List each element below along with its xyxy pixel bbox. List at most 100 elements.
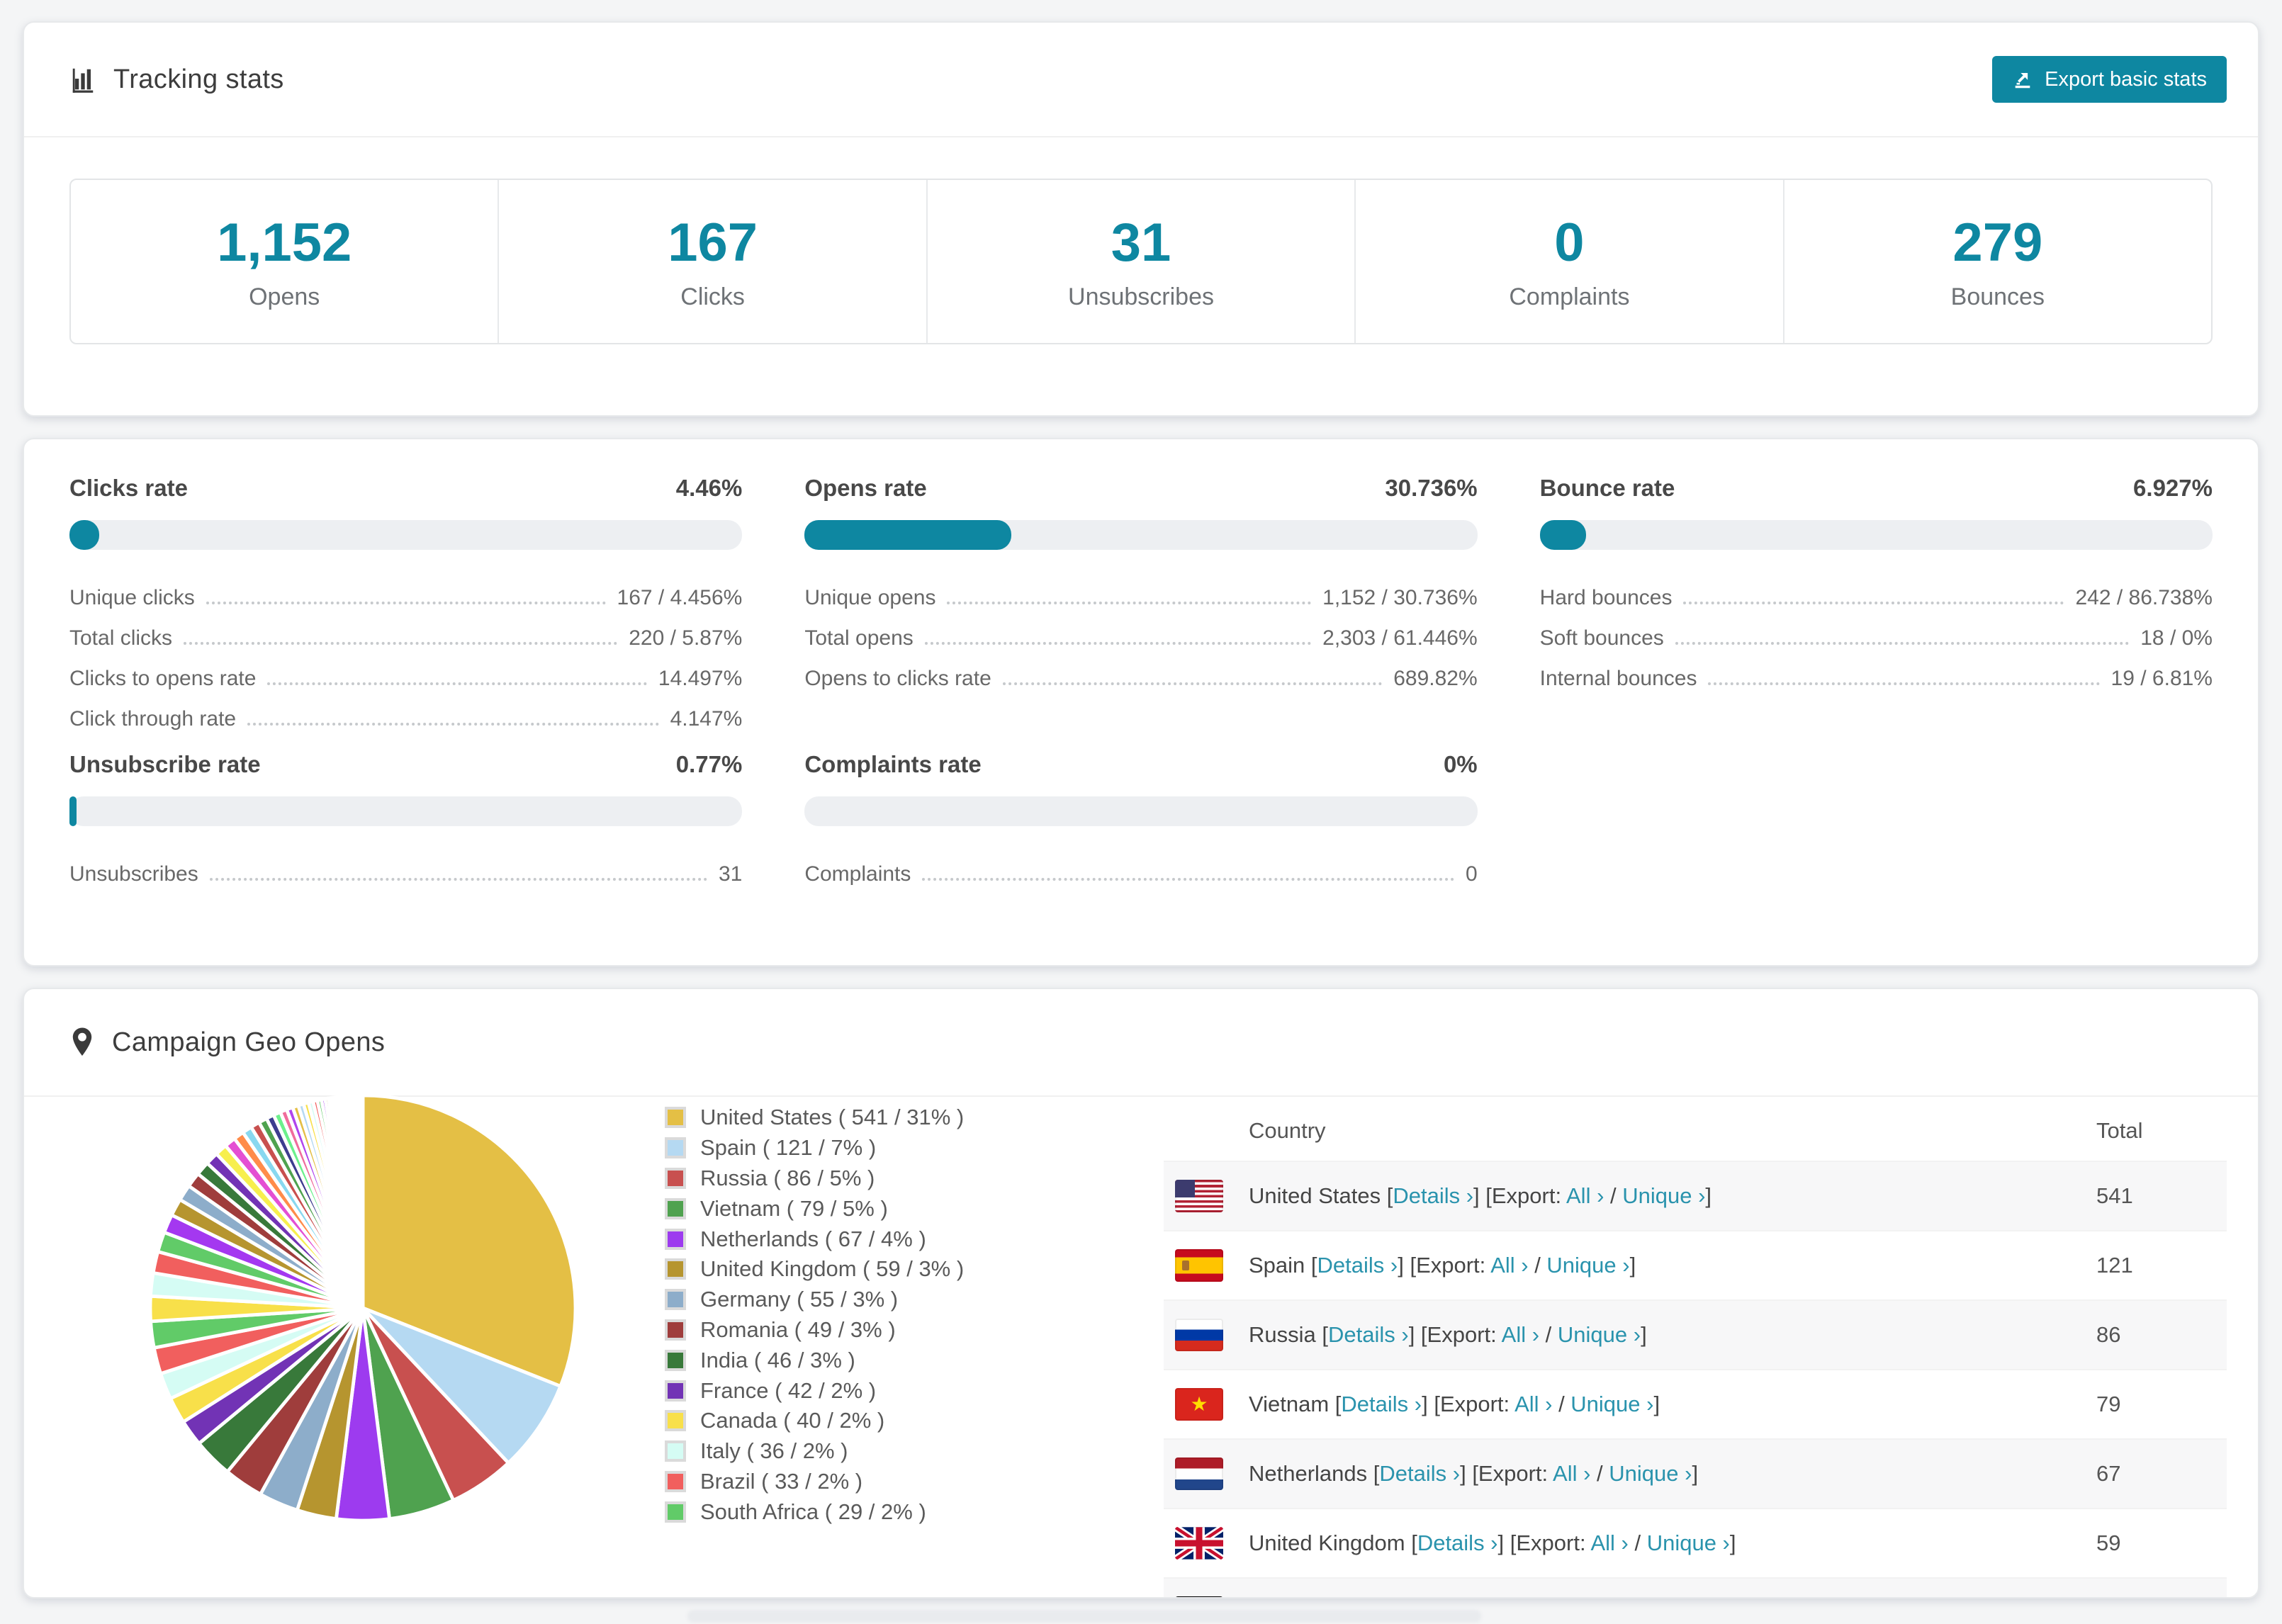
legend-item[interactable]: India ( 46 / 3% ): [665, 1345, 964, 1375]
stat-label: Complaints: [1509, 283, 1630, 310]
legend-item[interactable]: Romania ( 49 / 3% ): [665, 1315, 964, 1346]
legend-label: United States ( 541 / 31% ): [700, 1105, 965, 1130]
link-punctuation: /: [1552, 1392, 1571, 1416]
legend-label: Italy ( 36 / 2% ): [700, 1438, 848, 1464]
total-cell: 67: [2096, 1461, 2121, 1486]
export-all-link[interactable]: All ›: [1590, 1530, 1629, 1555]
rate-block-bounce-rate: Bounce rate 6.927% Hard bounces 242 / 86.73…: [1539, 475, 2213, 731]
legend-label: Vietnam ( 79 / 5% ): [700, 1195, 888, 1221]
stat-label: Clicks: [680, 283, 745, 310]
legend-item[interactable]: Netherlands ( 67 / 4% ): [665, 1224, 964, 1254]
flag-cell: [1175, 1457, 1249, 1490]
flag-cell: ★: [1175, 1388, 1249, 1421]
total-column-header: Total: [2096, 1118, 2143, 1143]
progress-fill: [1539, 520, 1587, 550]
legend-label: Spain ( 121 / 7% ): [700, 1135, 877, 1161]
country-cell: United Kingdom [Details ›] [Export: All …: [1249, 1530, 2096, 1556]
export-all-link[interactable]: All ›: [1490, 1253, 1529, 1278]
legend-label: Canada ( 40 / 2% ): [700, 1408, 885, 1433]
metric-value: 19 / 6.81%: [2110, 667, 2213, 690]
rate-header: Unsubscribe rate 0.77%: [69, 751, 742, 778]
stat-value: 279: [1952, 213, 2043, 273]
stat-label: Bounces: [1950, 283, 2045, 310]
metric-label: Click through rate: [69, 707, 237, 731]
table-row: Netherlands [Details ›] [Export: All › /…: [1164, 1438, 2227, 1508]
details-link[interactable]: Details ›: [1417, 1530, 1498, 1555]
metric-value: 167 / 4.456%: [617, 586, 743, 609]
dotted-leader: [206, 602, 606, 604]
link-punctuation: [: [1305, 1253, 1317, 1278]
legend-swatch: [665, 1228, 686, 1250]
details-link[interactable]: Details ›: [1328, 1322, 1409, 1347]
flag-nl-icon: [1175, 1457, 1223, 1490]
legend-item[interactable]: United Kingdom ( 59 / 3% ): [665, 1254, 964, 1285]
metric-value: 0: [1465, 862, 1478, 886]
stat-box-bounces: 279 Bounces: [1784, 180, 2211, 343]
export-basic-stats-button[interactable]: Export basic stats: [1992, 56, 2227, 103]
legend-item[interactable]: South Africa ( 29 / 2% ): [665, 1496, 964, 1527]
dotted-leader: [247, 723, 659, 726]
export-unique-link[interactable]: Unique ›: [1622, 1183, 1706, 1208]
export-unique-link[interactable]: Unique ›: [1557, 1322, 1641, 1347]
bottom-scrollbar: [687, 1610, 1481, 1623]
table-row: Germany [Details ›] [Export: All › / Uni…: [1164, 1577, 2227, 1597]
legend-item[interactable]: France ( 42 / 2% ): [665, 1375, 964, 1406]
rate-title: Unsubscribe rate: [69, 751, 261, 777]
export-unique-link[interactable]: Unique ›: [1546, 1253, 1630, 1278]
export-unique-link[interactable]: Unique ›: [1570, 1392, 1654, 1416]
export-all-link[interactable]: All ›: [1553, 1461, 1591, 1486]
details-link[interactable]: Details ›: [1341, 1392, 1422, 1416]
export-all-link[interactable]: All ›: [1514, 1392, 1553, 1416]
link-punctuation: [: [1329, 1392, 1342, 1416]
metric-row: Total clicks 220 / 5.87%: [69, 610, 742, 650]
progress-bar: [1539, 520, 2213, 550]
legend-swatch: [665, 1440, 686, 1462]
flag-cell: [1175, 1319, 1249, 1351]
legend-item[interactable]: Brazil ( 33 / 2% ): [665, 1467, 964, 1497]
metric-row: Hard bounces 242 / 86.738%: [1540, 570, 2213, 610]
total-cell: 121: [2096, 1253, 2133, 1278]
metric-value: 242 / 86.738%: [2075, 586, 2213, 609]
link-punctuation: /: [1604, 1183, 1623, 1208]
legend-item[interactable]: Germany ( 55 / 3% ): [665, 1285, 964, 1315]
flag-cell: [1175, 1180, 1249, 1212]
stat-value: 167: [668, 213, 758, 273]
link-punctuation: /: [1628, 1530, 1647, 1555]
legend-item[interactable]: Vietnam ( 79 / 5% ): [665, 1193, 964, 1224]
link-punctuation: ] [Export:: [1460, 1461, 1553, 1486]
legend-item[interactable]: United States ( 541 / 31% ): [665, 1103, 964, 1133]
details-link[interactable]: Details ›: [1393, 1183, 1474, 1208]
metric-value: 14.497%: [658, 667, 743, 690]
country-name: Russia: [1249, 1322, 1316, 1347]
link-punctuation: ] [Export:: [1398, 1253, 1491, 1278]
export-button-label: Export basic stats: [2045, 67, 2207, 91]
stat-label: Unsubscribes: [1068, 283, 1214, 310]
legend-swatch: [665, 1319, 686, 1341]
geo-pie-chart: [136, 1081, 590, 1535]
legend-item[interactable]: Russia ( 86 / 5% ): [665, 1163, 964, 1194]
legend-swatch: [665, 1107, 686, 1129]
rate-header: Clicks rate 4.46%: [69, 475, 742, 502]
export-unique-link[interactable]: Unique ›: [1609, 1461, 1692, 1486]
legend-swatch: [665, 1410, 686, 1432]
dotted-leader: [267, 682, 647, 685]
legend-item[interactable]: Canada ( 40 / 2% ): [665, 1406, 964, 1436]
details-link[interactable]: Details ›: [1379, 1461, 1461, 1486]
details-link[interactable]: Details ›: [1317, 1253, 1398, 1278]
legend-item[interactable]: Spain ( 121 / 7% ): [665, 1133, 964, 1163]
rate-value: 6.927%: [2133, 475, 2213, 501]
pie-slice-united-states[interactable]: [361, 1093, 578, 1388]
export-all-link[interactable]: All ›: [1566, 1183, 1604, 1208]
export-all-link[interactable]: All ›: [1501, 1322, 1540, 1347]
link-punctuation: ]: [1629, 1253, 1636, 1278]
pie-slice-spain[interactable]: [361, 1306, 563, 1465]
export-unique-link[interactable]: Unique ›: [1646, 1530, 1730, 1555]
metric-value: 31: [718, 862, 743, 886]
geo-table-header: Country Total: [1164, 1101, 2227, 1161]
legend-item[interactable]: Italy ( 36 / 2% ): [665, 1436, 964, 1467]
country-cell: Spain [Details ›] [Export: All › / Uniqu…: [1249, 1253, 2096, 1278]
total-cell: 79: [2096, 1392, 2121, 1416]
metric-row: Total opens 2,303 / 61.446%: [804, 610, 1477, 650]
pie-slice-other[interactable]: [360, 1093, 365, 1310]
